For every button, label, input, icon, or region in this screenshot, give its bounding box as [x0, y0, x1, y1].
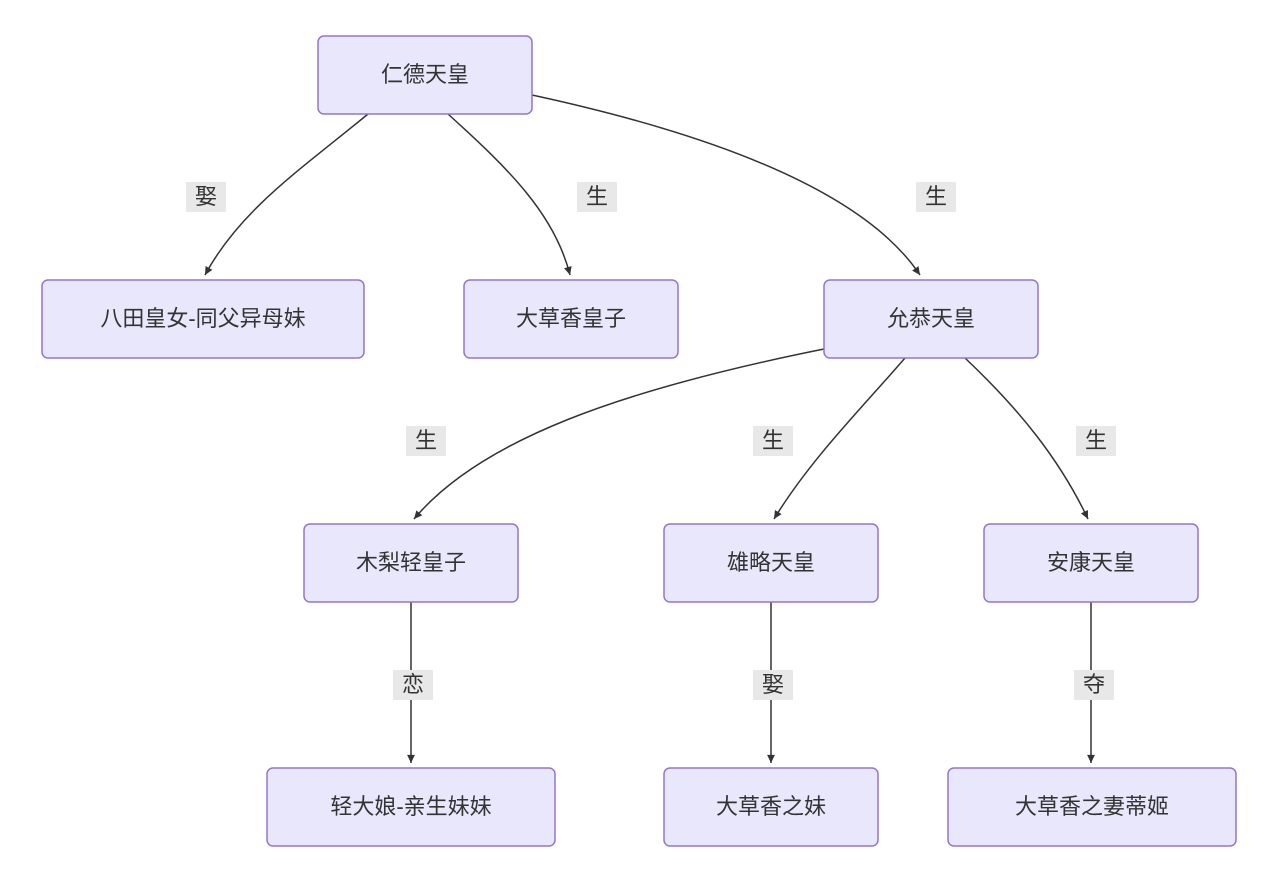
arrowhead-icon — [1087, 755, 1095, 763]
node-label: 雄略天皇 — [727, 550, 815, 575]
family-tree-diagram: 娶生生生生生恋娶夺 仁德天皇八田皇女-同父异母妹大草香皇子允恭天皇木梨轻皇子雄略… — [0, 0, 1280, 878]
node-okusaka_mei: 大草香之妹 — [664, 768, 878, 846]
node-okusaka_tsuma: 大草香之妻蒂姬 — [948, 768, 1236, 846]
node-label: 大草香皇子 — [516, 306, 626, 331]
node-label: 木梨轻皇子 — [356, 550, 466, 575]
edge-rentoku-okusaka — [448, 114, 570, 275]
arrowhead-icon — [564, 266, 572, 275]
edge-label: 生 — [762, 428, 784, 453]
node-label: 大草香之妹 — [716, 794, 826, 819]
node-label: 允恭天皇 — [887, 306, 975, 331]
arrowhead-icon — [407, 755, 415, 763]
node-okusaka: 大草香皇子 — [464, 280, 678, 358]
node-label: 大草香之妻蒂姬 — [1015, 794, 1169, 819]
edge-inkyo-yuryaku — [774, 358, 905, 519]
node-label: 安康天皇 — [1047, 550, 1135, 575]
node-inkyo: 允恭天皇 — [824, 280, 1038, 358]
edge-label: 生 — [586, 184, 608, 209]
node-hatta: 八田皇女-同父异母妹 — [42, 280, 364, 358]
node-anko: 安康天皇 — [984, 524, 1198, 602]
node-yuryaku: 雄略天皇 — [664, 524, 878, 602]
edge-label: 恋 — [402, 672, 424, 697]
edge-label: 生 — [925, 184, 947, 209]
edge-rentoku-hatta — [205, 114, 368, 275]
edge-label: 夺 — [1083, 672, 1105, 697]
node-kinashi: 木梨轻皇子 — [304, 524, 518, 602]
node-label: 八田皇女-同父异母妹 — [100, 306, 305, 331]
node-label: 轻大娘-亲生妹妹 — [330, 794, 491, 819]
node-rentoku: 仁德天皇 — [318, 36, 532, 114]
edges-layer — [205, 95, 1095, 763]
nodes-layer: 仁德天皇八田皇女-同父异母妹 大草香皇子 允恭天皇木梨轻皇子 雄略天皇 安康天皇轻大娘-… — [42, 36, 1236, 846]
edge-label: 娶 — [195, 184, 217, 209]
edge-label: 娶 — [762, 672, 784, 697]
arrowhead-icon — [912, 266, 920, 275]
edge-labels-layer: 娶生生生生生恋娶夺 — [186, 182, 1116, 700]
arrowhead-icon — [774, 510, 782, 519]
node-karunomei: 轻大娘-亲生妹妹 — [267, 768, 555, 846]
edge-inkyo-anko — [965, 358, 1088, 519]
edge-label: 生 — [415, 428, 437, 453]
edge-label: 生 — [1085, 428, 1107, 453]
node-label: 仁德天皇 — [381, 62, 469, 87]
arrowhead-icon — [767, 755, 775, 763]
